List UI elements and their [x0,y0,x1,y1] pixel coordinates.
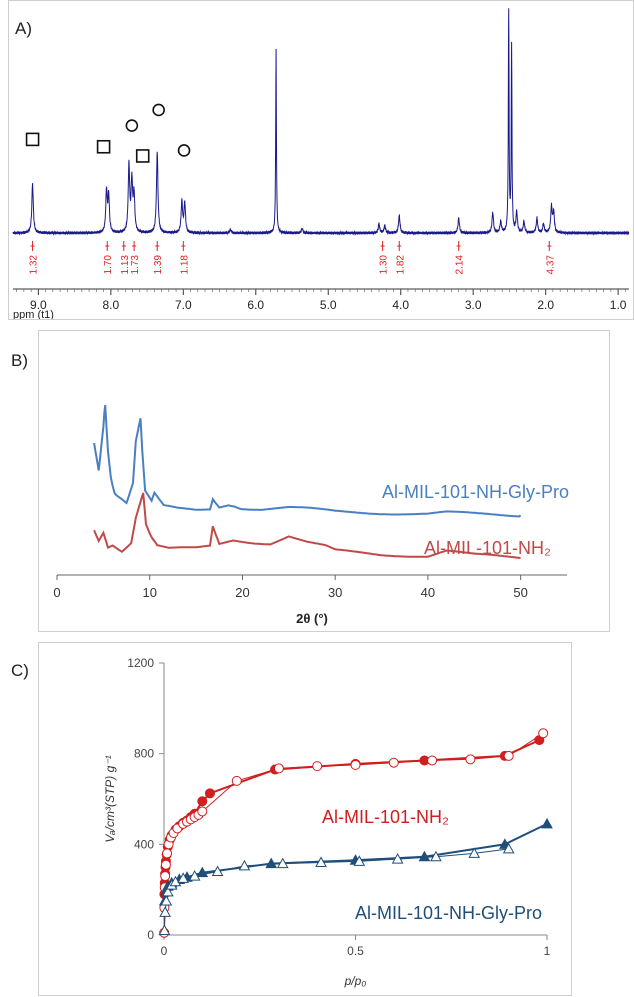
nmr-spectrum-line [12,8,630,236]
iso-point [465,754,476,765]
iso-point [468,847,481,858]
nmr-x-tick-label: 9.0 [30,298,47,312]
iso-x-tick-label: 0 [161,944,168,958]
iso-point [541,817,553,829]
nmr-x-tick-label: 8.0 [102,298,119,312]
integral-label: 1.18 [179,255,190,275]
iso-point [538,728,549,739]
iso-y-tick-label: 400 [134,837,154,851]
iso-point [238,859,251,871]
xrd-legend-gly-pro: Al-MIL-101-NH-Gly-Pro [382,482,569,502]
iso-point [197,806,208,817]
iso-point [312,761,323,772]
panel-c-isotherm: C) 0 400 800 1200 0 0.5 1 Vₐ/cm³(STP) g⁻¹ p/p₀ Al… [11,642,572,996]
iso-y-tick-label: 1200 [127,656,154,670]
xrd-x-tick-label: 20 [235,585,249,600]
nmr-x-tick-label: 4.0 [392,298,409,312]
panel-c-label: C) [11,661,29,680]
integral-label: 1.70 [103,255,114,275]
iso-point [177,872,189,883]
integral-label: 2.14 [455,255,466,275]
integral-label: 1.73 [130,255,141,275]
iso-y-axis-title: Vₐ/cm³(STP) g⁻¹ [103,755,117,842]
iso-point [276,857,289,869]
iso-point [204,788,215,799]
nmr-spectrum-chart: 1.32 1.70 1.13 1.73 1.39 1.18 1.30 1.82 2.14 4.37… [12,8,630,319]
isotherm-chart: 0 400 800 1200 0 0.5 1 Vₐ/cm³(STP) g⁻¹ p/p₀ Al-MI… [103,656,553,988]
iso-point [430,850,442,862]
nmr-x-tick-label: 3.0 [465,298,482,312]
iso-point [169,875,182,887]
iso-point [158,924,171,935]
xrd-x-tick-label: 10 [142,585,156,600]
xrd-x-tick-label: 30 [328,585,342,600]
panel-a-nmr: A) 1.32 1.70 1.13 1.73 1.39 1.18 1.30 1.82 2.14 4… [8,0,634,320]
integral-label: 1.30 [379,255,390,275]
iso-point [391,853,404,864]
nmr-x-tick-label: 1.0 [610,298,627,312]
iso-point [418,850,431,862]
xrd-chart: Al-MIL-101-NH-Gly-Pro Al-MIL-101-NH₂ 0 10 20… [53,404,569,626]
nmr-x-tick-label: 5.0 [320,298,337,312]
iso-y-tick-label: 800 [134,747,154,761]
iso-point [161,885,174,897]
iso-point [503,750,514,761]
iso-point [265,857,278,869]
iso-point [315,856,327,867]
iso-point [159,906,171,917]
iso-x-tick-label: 1 [544,944,551,958]
nmr-circle-marker [125,119,139,132]
xrd-x-tick-label: 50 [513,585,527,600]
integral-label: 1.39 [153,255,164,275]
iso-point [350,760,361,770]
xrd-legend-nh2: Al-MIL-101-NH₂ [424,538,551,558]
integral-label: 1.82 [395,255,406,275]
iso-point [197,796,208,807]
iso-legend-nh2: Al-MIL-101-NH₂ [322,807,449,827]
nmr-circle-marker [152,103,165,117]
nmr-square-marker [96,139,111,154]
iso-point [160,894,173,906]
xrd-series-line [93,492,521,559]
iso-x-axis-title: p/p₀ [344,974,367,988]
iso-point [388,757,399,768]
panel-b-label: B) [11,351,28,370]
iso-y-tick-label: 0 [147,928,154,942]
panel-b-xrd: B) Al-MIL-101-NH-Gly-Pro Al-MIL-101-NH₂ 0 1… [11,330,610,632]
nmr-x-tick-label: 2.0 [537,298,554,312]
nmr-square-marker [25,132,40,147]
iso-x-tick-label: 0.5 [347,944,364,958]
iso-point [502,842,515,854]
nmr-axis-title: ppm (t1) [13,309,54,319]
iso-point [273,763,284,774]
nmr-x-tick-label: 6.0 [247,298,264,312]
nmr-x-tick-label: 7.0 [175,298,192,312]
iso-point [353,855,366,866]
xrd-series-line [93,404,522,518]
integral-label: 4.37 [545,255,556,275]
nmr-circle-marker [177,144,191,157]
integral-label: 1.13 [120,255,131,275]
iso-point [160,859,171,870]
iso-point [188,870,201,881]
panel-a-label: A) [15,19,32,38]
xrd-x-tick-label: 40 [421,585,435,600]
iso-point [231,775,242,786]
xrd-x-tick-label: 0 [53,585,60,600]
xrd-x-axis-title: 2θ (°) [296,611,328,626]
iso-legend-gly-pro: Al-MIL-101-NH-Gly-Pro [355,903,542,923]
iso-point [160,871,171,882]
nmr-square-marker [135,149,150,163]
iso-point [427,755,438,766]
iso-point [162,848,173,859]
iso-point [211,865,224,877]
integral-label: 1.32 [29,255,40,275]
